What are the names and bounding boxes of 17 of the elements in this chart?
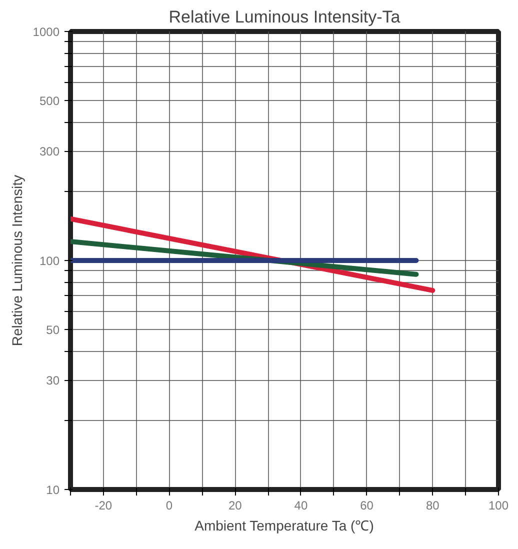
x-tick-label: -20 (94, 498, 112, 512)
x-tick-label: 40 (294, 498, 308, 512)
x-axis-title: Ambient Temperature Ta (℃) (194, 518, 374, 534)
y-tick-label: 30 (46, 374, 60, 388)
y-tick-label: 10 (46, 483, 60, 497)
y-tick-label: 1000 (32, 25, 60, 39)
y-tick-label: 50 (46, 322, 60, 337)
x-tick-label: 20 (228, 498, 242, 512)
x-tick-label: 0 (166, 498, 173, 512)
y-axis-title: Relative Luminous Intensity (8, 174, 25, 346)
y-tick-label: 300 (39, 144, 60, 159)
x-tick-label: 60 (360, 498, 374, 512)
chart-title: Relative Luminous Intensity-Ta (168, 8, 401, 26)
x-tick-label: 80 (426, 498, 440, 512)
x-tick-label: 100 (488, 498, 509, 512)
y-tick-label: 500 (39, 94, 60, 108)
y-tick-label: 100 (39, 254, 60, 268)
